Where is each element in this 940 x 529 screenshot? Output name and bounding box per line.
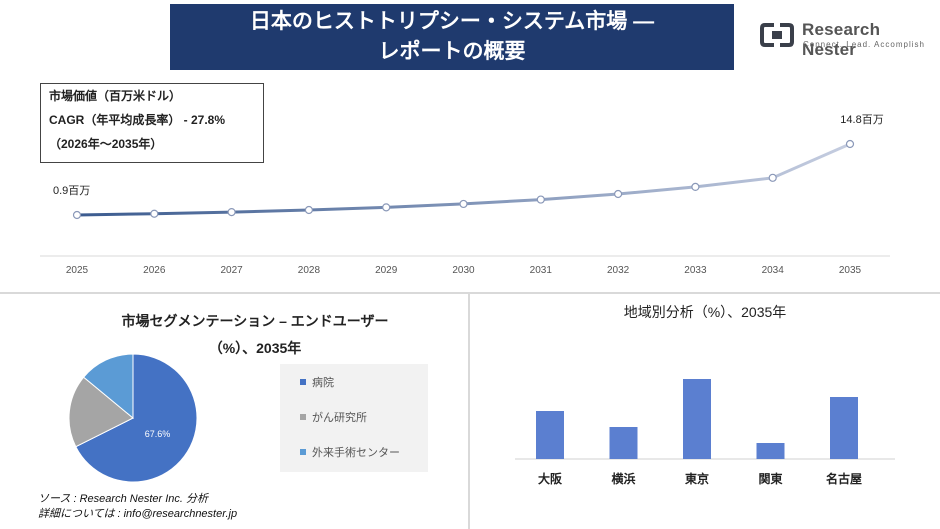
bar-category-label-1: 横浜 (611, 471, 635, 486)
report-title-line1: 日本のヒストトリプシー・システム市場 — (249, 10, 655, 33)
section-divider-vertical (468, 292, 470, 529)
line-point-2033 (691, 182, 700, 192)
legend-label-hospital: 病院 (312, 377, 334, 389)
x-tick-2034: 2034 (762, 265, 785, 276)
end-value-label: 14.8百万 (840, 114, 883, 126)
market-value-line-chart: 2025 2026 2027 2028 2029 2030 2031 2032 2033 2034… (40, 114, 890, 276)
line-point-2035 (845, 139, 855, 149)
logo-tagline: Connect. Lead. Accomplish (803, 40, 925, 49)
regional-bar-chart: 大阪 横浜 東京 関東 名古屋 (515, 379, 895, 486)
pie-slice-label-0: 67.6% (145, 429, 171, 439)
line-point-2034 (768, 173, 777, 182)
x-tick-2032: 2032 (607, 265, 630, 276)
x-tick-2028: 2028 (298, 265, 321, 276)
line-point-2029 (382, 203, 391, 212)
line-point-2026 (150, 209, 159, 218)
legend-label-cancer-institute: がん研究所 (312, 412, 367, 424)
legend-item-hospital: 病院 (300, 374, 334, 390)
research-nester-logo-icon (760, 23, 794, 47)
bar-category-label-0: 大阪 (538, 471, 563, 486)
x-tick-2035: 2035 (839, 265, 862, 276)
x-tick-2025: 2025 (66, 265, 89, 276)
research-nester-logo: Research Nester Connect. Lead. Accomplis… (760, 18, 930, 59)
source-line: ソース : Research Nester Inc. 分析 (38, 493, 208, 505)
pie-slice-2 (82, 353, 134, 420)
x-tick-2031: 2031 (530, 265, 553, 276)
bar-1 (609, 427, 638, 459)
pie-slice-0 (75, 353, 198, 483)
pie-legend: 病院 がん研究所 外来手術センター (280, 364, 428, 472)
logo-name: Research Nester (802, 20, 881, 59)
section-divider-horizontal (0, 292, 940, 294)
report-title-line2: レポートの概要 (378, 40, 526, 63)
pie-title-line2: （%）、2035年 (208, 340, 302, 356)
end-user-pie-chart: 67.6% (68, 353, 198, 483)
contact-line: 詳細については : info@researchnester.jp (38, 508, 238, 520)
bar-4 (830, 397, 858, 459)
pie-chart-title: 市場セグメンテーション – エンドユーザー （%）、2035年 (90, 308, 420, 362)
bar-category-label-3: 関東 (758, 471, 782, 486)
bar-category-label-4: 名古屋 (826, 471, 862, 486)
legend-swatch-cancer-institute (300, 414, 306, 420)
market-value-label: 市場価値（百万米ドル） (49, 89, 182, 103)
x-tick-2026: 2026 (143, 265, 166, 276)
pie-slice-1 (68, 376, 134, 448)
bar-3 (756, 443, 785, 459)
bar-category-label-2: 東京 (685, 471, 709, 486)
x-tick-2030: 2030 (452, 265, 475, 276)
bar-chart-title: 地域別分析（%）、2035年 (623, 304, 787, 320)
legend-label-outpatient-surgery: 外来手術センター (312, 447, 400, 459)
pie-title-line1: 市場セグメンテーション – エンドユーザー (121, 313, 389, 329)
line-point-2031 (536, 195, 545, 204)
cagr-label: CAGR（年平均成長率） - 27.8% (49, 113, 226, 127)
legend-swatch-hospital (300, 379, 306, 385)
bar-0 (536, 411, 564, 459)
legend-item-cancer-institute: がん研究所 (300, 409, 367, 425)
line-point-2028 (304, 205, 313, 215)
x-tick-2029: 2029 (375, 265, 398, 276)
bar-2 (683, 379, 711, 459)
start-value-label: 0.9百万 (53, 185, 90, 197)
report-title-banner: 日本のヒストトリプシー・システム市場 — レポートの概要 (170, 4, 734, 70)
source-note: ソース : Research Nester Inc. 分析 詳細については : … (38, 492, 237, 522)
legend-swatch-outpatient-surgery (300, 449, 306, 455)
line-point-2027 (227, 207, 236, 217)
x-tick-2033: 2033 (684, 265, 707, 276)
line-point-2032 (613, 189, 623, 199)
line-point-2025 (72, 210, 82, 220)
line-point-2030 (459, 199, 468, 209)
forecast-period-label: （2026年～2035年） (49, 137, 163, 151)
x-tick-2027: 2027 (220, 265, 243, 276)
legend-item-outpatient-surgery: 外来手術センター (300, 444, 400, 460)
market-info-box: 市場価値（百万米ドル） CAGR（年平均成長率） - 27.8% （2026年～… (40, 83, 264, 163)
